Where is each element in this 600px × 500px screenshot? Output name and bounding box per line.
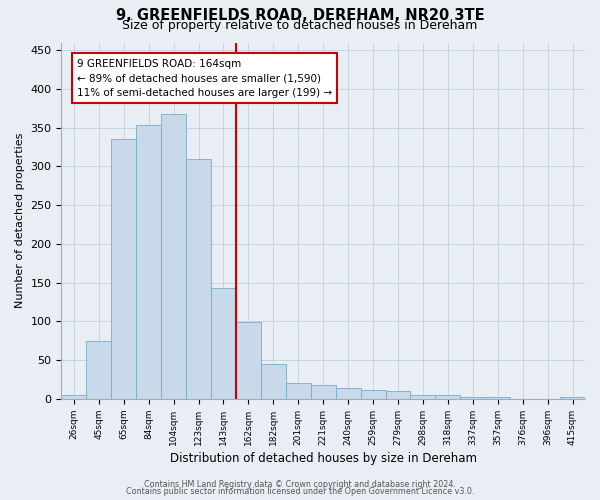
Bar bbox=[311, 385, 335, 399]
Bar bbox=[410, 395, 436, 399]
Bar bbox=[61, 395, 86, 399]
Text: Contains HM Land Registry data © Crown copyright and database right 2024.: Contains HM Land Registry data © Crown c… bbox=[144, 480, 456, 489]
Bar bbox=[136, 126, 161, 399]
Bar bbox=[111, 140, 136, 399]
X-axis label: Distribution of detached houses by size in Dereham: Distribution of detached houses by size … bbox=[170, 452, 477, 465]
Bar bbox=[436, 395, 460, 399]
Bar bbox=[460, 396, 485, 399]
Bar bbox=[261, 364, 286, 399]
Bar bbox=[485, 398, 510, 399]
Bar bbox=[386, 391, 410, 399]
Text: 9 GREENFIELDS ROAD: 164sqm
← 89% of detached houses are smaller (1,590)
11% of s: 9 GREENFIELDS ROAD: 164sqm ← 89% of deta… bbox=[77, 58, 332, 98]
Bar bbox=[335, 388, 361, 399]
Bar bbox=[560, 398, 585, 399]
Text: Size of property relative to detached houses in Dereham: Size of property relative to detached ho… bbox=[122, 19, 478, 32]
Bar bbox=[236, 322, 261, 399]
Y-axis label: Number of detached properties: Number of detached properties bbox=[15, 133, 25, 308]
Bar bbox=[211, 288, 236, 399]
Text: 9, GREENFIELDS ROAD, DEREHAM, NR20 3TE: 9, GREENFIELDS ROAD, DEREHAM, NR20 3TE bbox=[116, 8, 484, 22]
Bar bbox=[286, 384, 311, 399]
Bar bbox=[361, 390, 386, 399]
Bar bbox=[86, 341, 111, 399]
Bar bbox=[186, 158, 211, 399]
Text: Contains public sector information licensed under the Open Government Licence v3: Contains public sector information licen… bbox=[126, 487, 474, 496]
Bar bbox=[161, 114, 186, 399]
